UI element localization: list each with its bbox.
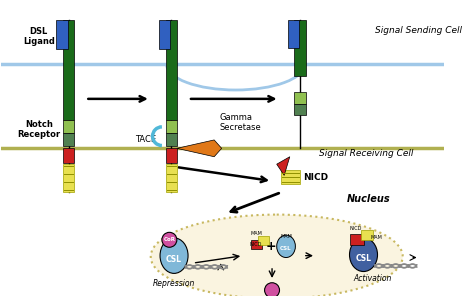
Bar <box>165 164 177 192</box>
Bar <box>294 92 306 103</box>
Bar <box>165 120 177 133</box>
Text: DSL
Ligand: DSL Ligand <box>23 27 55 46</box>
Bar <box>165 133 177 146</box>
Bar <box>288 20 299 47</box>
Bar <box>63 133 74 146</box>
Text: Activation: Activation <box>354 274 392 283</box>
Text: MAM: MAM <box>280 233 292 239</box>
Bar <box>63 148 74 163</box>
Text: CSL: CSL <box>356 254 372 263</box>
Text: TACE: TACE <box>135 135 155 144</box>
Ellipse shape <box>349 238 377 271</box>
Bar <box>63 120 74 133</box>
Ellipse shape <box>151 215 403 299</box>
Bar <box>165 148 177 163</box>
Text: Nucleus: Nucleus <box>346 194 390 204</box>
Bar <box>350 234 364 245</box>
Ellipse shape <box>162 232 177 247</box>
Polygon shape <box>277 157 290 175</box>
Text: Notch
Receptor: Notch Receptor <box>17 120 60 139</box>
Bar <box>159 20 170 49</box>
Bar <box>63 20 74 120</box>
Text: +: + <box>266 240 276 253</box>
Bar <box>294 20 306 76</box>
Text: Signal Receiving Cell: Signal Receiving Cell <box>319 148 413 158</box>
Bar <box>165 20 177 120</box>
Text: MAM: MAM <box>371 235 383 241</box>
Bar <box>56 20 68 49</box>
Ellipse shape <box>160 238 188 273</box>
Text: Signal Sending Cell: Signal Sending Cell <box>375 26 462 35</box>
Polygon shape <box>177 140 222 157</box>
Text: NICD: NICD <box>350 226 362 231</box>
Text: NICD: NICD <box>250 242 263 247</box>
Bar <box>251 240 262 249</box>
Text: MAM: MAM <box>250 231 262 236</box>
Text: Gamma
Secretase: Gamma Secretase <box>220 113 262 132</box>
Text: CSL: CSL <box>280 246 292 251</box>
Text: Repression: Repression <box>153 279 195 288</box>
Bar <box>361 230 373 240</box>
Bar <box>258 236 269 245</box>
Text: CSL: CSL <box>166 255 182 264</box>
Text: CoR: CoR <box>164 237 175 242</box>
Bar <box>282 170 300 184</box>
Bar <box>63 164 74 192</box>
Ellipse shape <box>277 235 295 258</box>
Text: NICD: NICD <box>303 173 328 182</box>
Ellipse shape <box>264 283 280 298</box>
Bar <box>294 103 306 115</box>
